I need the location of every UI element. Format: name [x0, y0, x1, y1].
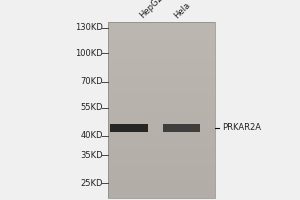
Text: 100KD: 100KD — [75, 48, 103, 58]
Text: 35KD: 35KD — [80, 150, 103, 160]
Text: 55KD: 55KD — [80, 104, 103, 112]
Text: 130KD: 130KD — [75, 23, 103, 32]
Bar — [110, 124, 148, 132]
Bar — [163, 124, 200, 132]
Text: PRKAR2A: PRKAR2A — [222, 123, 261, 132]
Bar — [108, 22, 215, 198]
Text: 70KD: 70KD — [80, 77, 103, 86]
Text: HepG2: HepG2 — [138, 0, 165, 20]
Text: Hela: Hela — [172, 0, 192, 20]
Text: 25KD: 25KD — [80, 178, 103, 188]
Text: 40KD: 40KD — [80, 132, 103, 140]
